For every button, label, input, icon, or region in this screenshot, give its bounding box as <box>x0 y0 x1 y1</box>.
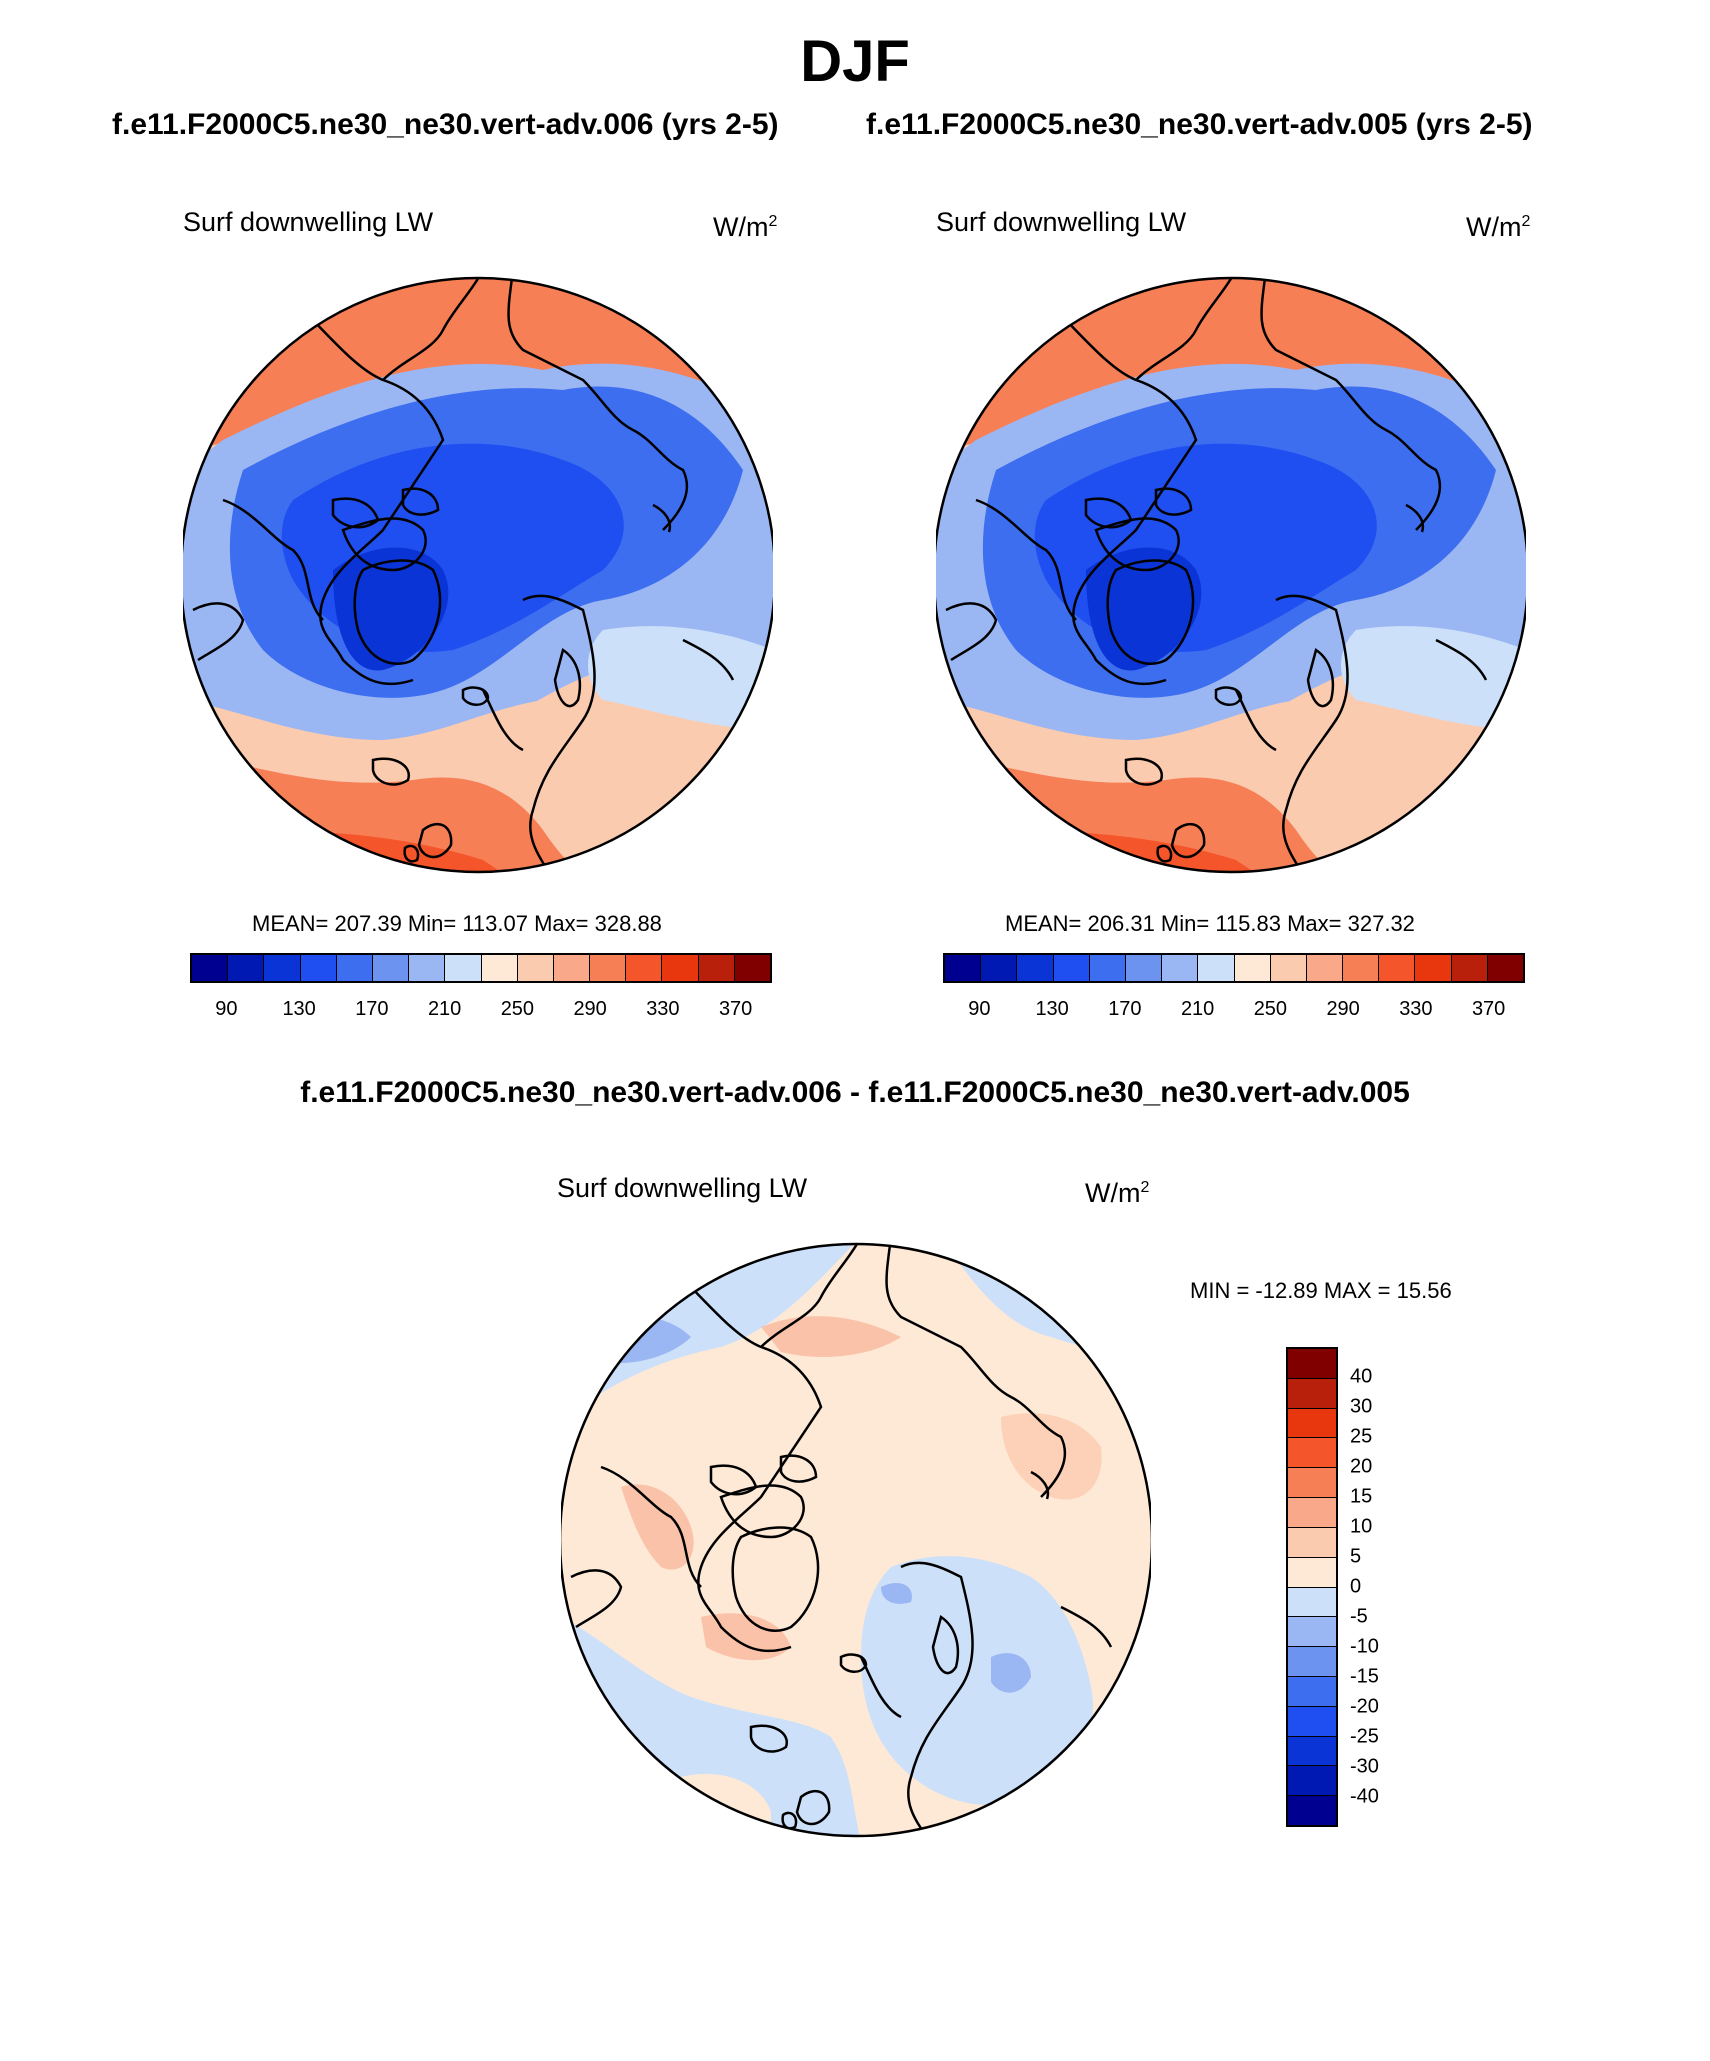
colorbar-swatch <box>590 955 627 981</box>
colorbar-tick-label: -20 <box>1350 1695 1379 1718</box>
diff-colorbar <box>1286 1347 1338 1827</box>
colorbar-tick-label: 330 <box>1399 998 1433 1020</box>
colorbar-tick-label: 15 <box>1350 1485 1373 1508</box>
colorbar-swatch <box>336 955 373 981</box>
colorbar-tick-label: -30 <box>1350 1755 1379 1778</box>
colorbar-swatch <box>1234 955 1271 981</box>
figure-title: DJF <box>800 29 910 94</box>
colorbar-tick-label: 10 <box>1350 1515 1373 1538</box>
colorbar-tick-label: 330 <box>646 998 680 1020</box>
left-variable-label: Surf downwelling LW <box>183 207 434 237</box>
colorbar-swatch <box>1198 955 1235 981</box>
colorbar-tick-label: 370 <box>1471 998 1506 1020</box>
colorbar-swatch <box>1270 955 1307 981</box>
colorbar-tick-label: 130 <box>1035 998 1069 1020</box>
colorbar-swatch <box>1288 1408 1336 1439</box>
difference-polar-map <box>561 1242 1151 1838</box>
colorbar-tick-label: -25 <box>1350 1725 1379 1748</box>
diff-units-label: W/m2 <box>1085 1178 1150 1208</box>
right-colorbar <box>943 953 1525 983</box>
colorbar-tick-label: 250 <box>500 998 535 1020</box>
colorbar-swatch <box>1125 955 1163 981</box>
colorbar-tick-label: 25 <box>1350 1425 1373 1448</box>
colorbar-tick-label: 0 <box>1350 1575 1362 1598</box>
colorbar-tick-label: 290 <box>573 998 607 1020</box>
colorbar-swatch <box>1415 955 1452 981</box>
colorbar-swatch <box>1288 1706 1336 1737</box>
colorbar-tick-label: 130 <box>282 998 316 1020</box>
colorbar-swatch <box>1288 1766 1336 1797</box>
colorbar-swatch <box>1288 1647 1336 1677</box>
colorbar-tick-label: 5 <box>1350 1545 1362 1568</box>
colorbar-swatch <box>1288 1438 1336 1469</box>
colorbar-swatch <box>662 955 699 981</box>
colorbar-swatch <box>553 955 591 981</box>
diff-stats: MIN = -12.89 MAX = 15.56 <box>1190 1278 1452 1303</box>
left-polar-map <box>183 276 773 874</box>
diff-variable-label: Surf downwelling LW <box>557 1173 808 1203</box>
difference-title: f.e11.F2000C5.ne30_ne30.vert-adv.006 - f… <box>300 1076 1410 1109</box>
colorbar-tick-label: -40 <box>1350 1785 1379 1808</box>
colorbar-tick-label: 250 <box>1253 998 1288 1020</box>
colorbar-swatch <box>1288 1468 1336 1499</box>
colorbar-swatch <box>1288 1736 1336 1767</box>
colorbar-swatch <box>372 955 410 981</box>
colorbar-tick-label: 20 <box>1350 1455 1373 1478</box>
colorbar-swatch <box>517 955 554 981</box>
colorbar-tick-label: 30 <box>1350 1395 1373 1418</box>
colorbar-swatch <box>300 955 337 981</box>
colorbar-swatch <box>445 955 482 981</box>
colorbar-swatch <box>1288 1527 1336 1558</box>
colorbar-swatch <box>1162 955 1199 981</box>
colorbar-swatch <box>1017 955 1054 981</box>
colorbar-tick-label: 170 <box>1108 998 1142 1020</box>
colorbar-swatch <box>981 955 1018 981</box>
colorbar-tick-label: 90 <box>215 998 238 1020</box>
colorbar-swatch <box>1288 1676 1336 1707</box>
colorbar-swatch <box>734 955 770 981</box>
colorbar-swatch <box>1343 955 1380 981</box>
colorbar-swatch <box>1288 1349 1336 1379</box>
colorbar-swatch <box>1288 1378 1336 1409</box>
colorbar-swatch <box>1288 1557 1336 1588</box>
colorbar-tick-label: 210 <box>427 998 462 1020</box>
right-polar-map <box>936 276 1526 874</box>
colorbar-tick-label: -15 <box>1350 1665 1379 1688</box>
colorbar-swatch <box>264 955 301 981</box>
colorbar-swatch <box>1288 1796 1336 1825</box>
right-units-label: W/m2 <box>1466 212 1531 242</box>
left-colorbar <box>190 953 772 983</box>
colorbar-swatch <box>626 955 663 981</box>
case-title-right: f.e11.F2000C5.ne30_ne30.vert-adv.005 (yr… <box>866 108 1533 141</box>
colorbar-tick-label: -10 <box>1350 1635 1379 1658</box>
colorbar-swatch <box>1053 955 1090 981</box>
case-title-left: f.e11.F2000C5.ne30_ne30.vert-adv.006 (yr… <box>112 108 779 141</box>
left-stats: MEAN= 207.39 Min= 113.07 Max= 328.88 <box>252 911 662 936</box>
colorbar-swatch <box>1487 955 1523 981</box>
colorbar-swatch <box>1089 955 1126 981</box>
colorbar-swatch <box>698 955 735 981</box>
colorbar-tick-label: 290 <box>1326 998 1360 1020</box>
colorbar-swatch <box>1379 955 1416 981</box>
colorbar-tick-label: -5 <box>1350 1605 1368 1628</box>
right-variable-label: Surf downwelling LW <box>936 207 1187 237</box>
colorbar-swatch <box>1288 1587 1336 1618</box>
colorbar-tick-label: 210 <box>1180 998 1215 1020</box>
colorbar-swatch <box>228 955 265 981</box>
colorbar-tick-label: 40 <box>1350 1365 1373 1388</box>
colorbar-tick-label: 170 <box>355 998 389 1020</box>
colorbar-swatch <box>1451 955 1488 981</box>
right-stats: MEAN= 206.31 Min= 115.83 Max= 327.32 <box>1005 911 1415 936</box>
colorbar-swatch <box>409 955 446 981</box>
colorbar-swatch <box>1306 955 1344 981</box>
colorbar-swatch <box>192 955 229 981</box>
colorbar-swatch <box>1288 1498 1336 1528</box>
left-units-label: W/m2 <box>713 212 778 242</box>
colorbar-swatch <box>945 955 982 981</box>
colorbar-tick-label: 370 <box>718 998 753 1020</box>
colorbar-tick-label: 90 <box>968 998 991 1020</box>
colorbar-swatch <box>481 955 518 981</box>
colorbar-swatch <box>1288 1617 1336 1648</box>
